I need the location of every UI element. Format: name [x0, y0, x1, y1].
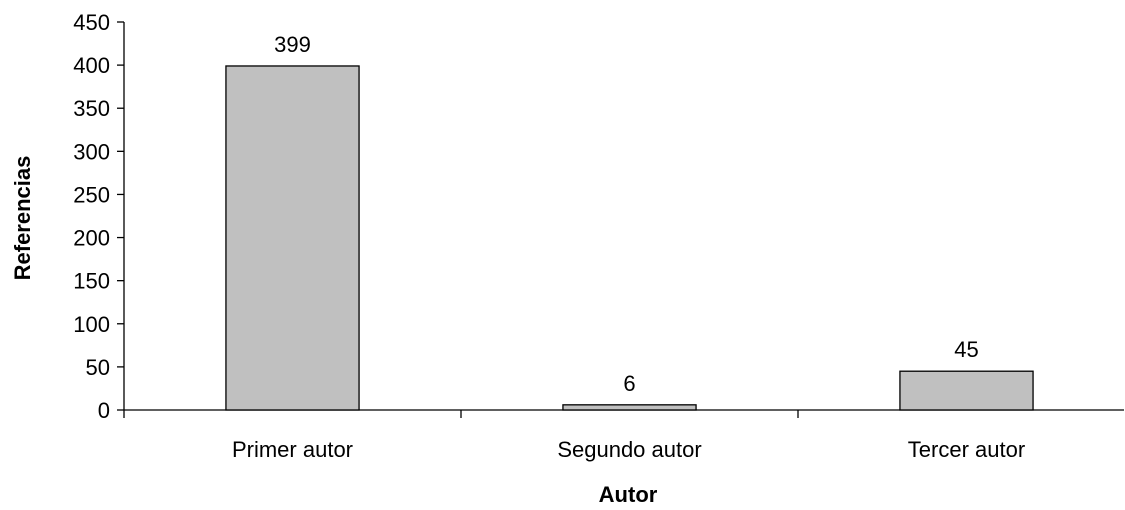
- bar: [899, 370, 1034, 411]
- y-tick-label: 150: [73, 269, 110, 294]
- bar-value-label: 399: [274, 32, 311, 57]
- y-axis: 0 50 100 150 200 250 300 350 400 450: [73, 10, 125, 423]
- bar-value-label: 45: [954, 337, 978, 362]
- bar-value-label: 6: [623, 371, 635, 396]
- y-tick-label: 250: [73, 182, 110, 207]
- category-labels: Primer autor Segundo autor Tercer autor: [232, 437, 1025, 462]
- bar: [225, 65, 360, 411]
- x-axis: [123, 409, 1124, 418]
- y-tick-label: 400: [73, 53, 110, 78]
- bars: [225, 65, 1034, 411]
- y-tick-label: 350: [73, 96, 110, 121]
- x-category-label: Tercer autor: [908, 437, 1025, 462]
- y-axis-title: Referencias: [10, 156, 35, 281]
- bar: [562, 404, 697, 411]
- x-category-label: Segundo autor: [557, 437, 701, 462]
- data-labels: 399 6 45: [274, 32, 979, 396]
- y-tick-label: 50: [86, 355, 110, 380]
- x-axis-title: Autor: [599, 482, 658, 507]
- y-tick-label: 0: [98, 398, 110, 423]
- y-tick-label: 200: [73, 226, 110, 251]
- y-tick-label: 100: [73, 312, 110, 337]
- x-category-label: Primer autor: [232, 437, 353, 462]
- y-tick-label: 300: [73, 139, 110, 164]
- y-tick-label: 450: [73, 10, 110, 35]
